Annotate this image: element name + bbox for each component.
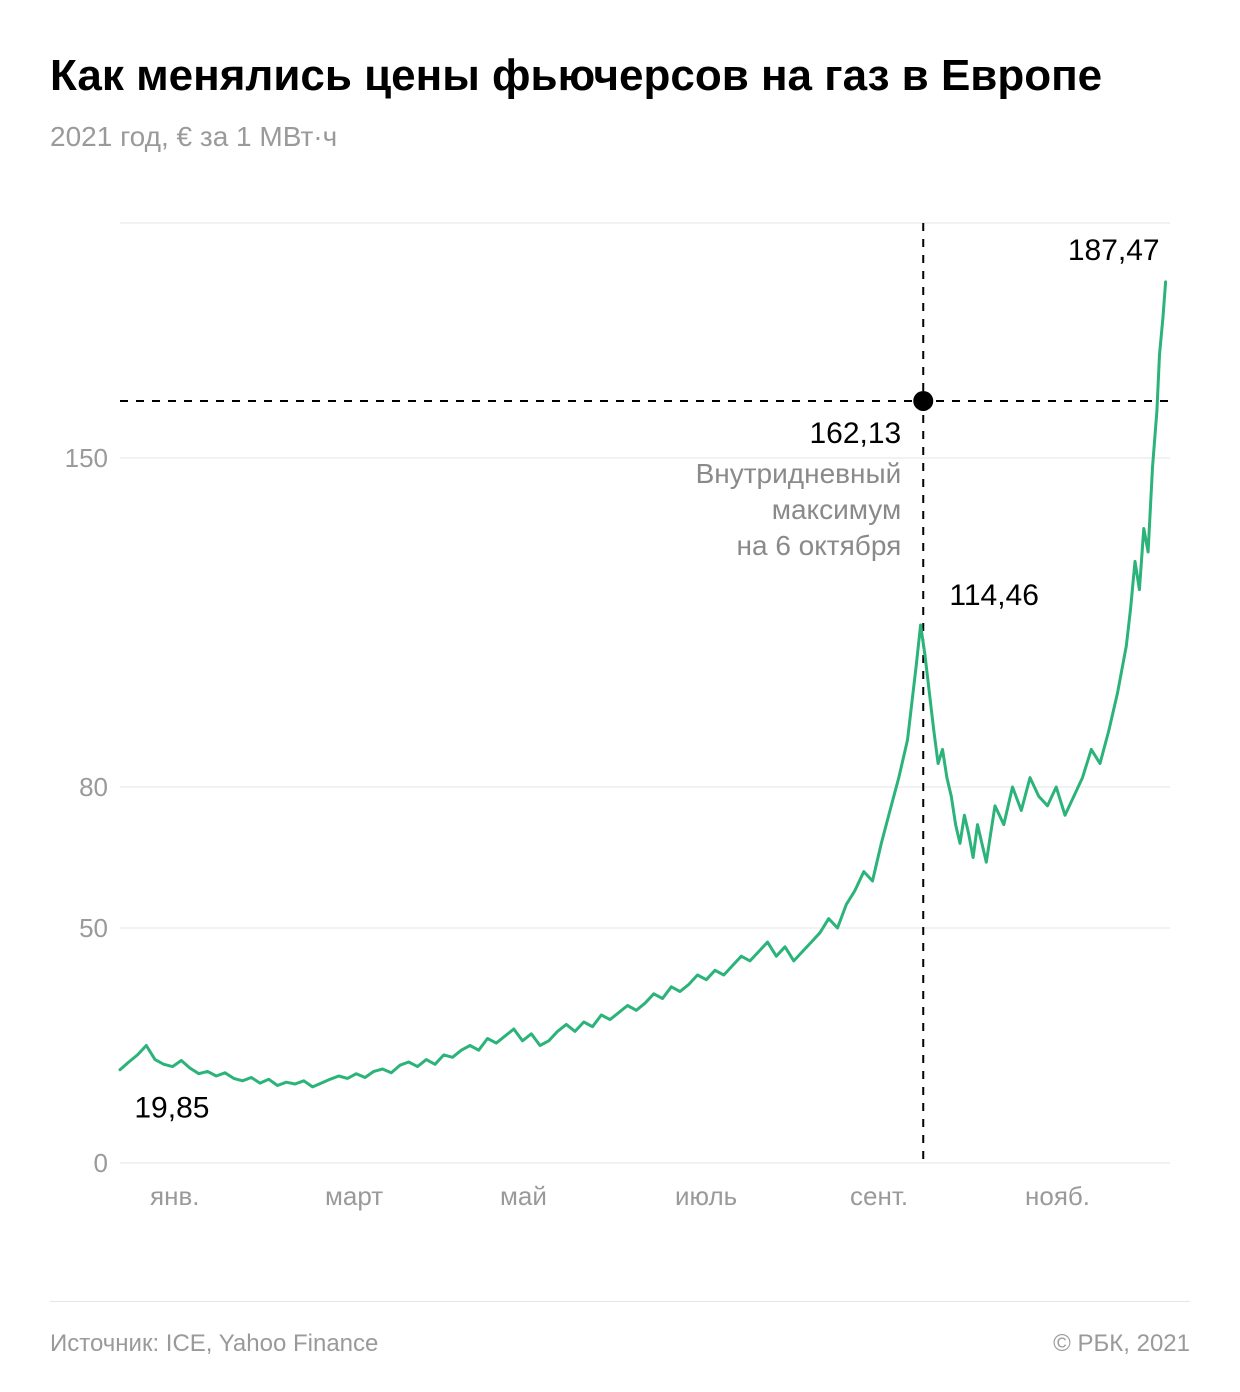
svg-text:максимум: максимум [772,494,902,525]
svg-text:март: март [325,1181,383,1211]
svg-text:на 6 октября: на 6 октября [737,530,902,561]
chart-area: 0 50 80 150 янв. март май июль сент. нояб. 19,85 11… [50,203,1190,1273]
svg-text:50: 50 [79,913,108,943]
svg-text:Внутридневный: Внутридневный [696,458,902,489]
footer-source: Источник: ICE, Yahoo Finance [50,1330,378,1358]
svg-text:162,13: 162,13 [809,417,901,450]
chart-title: Как менялись цены фьючерсов на газ в Евр… [50,50,1190,103]
svg-text:187,47: 187,47 [1068,234,1160,267]
svg-text:0: 0 [94,1148,108,1178]
svg-text:114,46: 114,46 [949,579,1039,612]
svg-text:сент.: сент. [850,1181,908,1211]
footer-copyright: © РБК, 2021 [1053,1330,1190,1358]
line-chart-svg: 0 50 80 150 янв. март май июль сент. нояб. 19,85 11… [50,203,1190,1273]
svg-text:80: 80 [79,772,108,802]
svg-text:май: май [500,1181,547,1211]
svg-text:нояб.: нояб. [1025,1181,1090,1211]
svg-text:19,85: 19,85 [134,1092,209,1125]
svg-text:июль: июль [675,1181,737,1211]
svg-text:150: 150 [65,443,108,473]
chart-subtitle: 2021 год, € за 1 МВт·ч [50,121,1190,153]
svg-text:янв.: янв. [150,1181,199,1211]
chart-footer: Источник: ICE, Yahoo Finance © РБК, 2021 [50,1301,1190,1358]
